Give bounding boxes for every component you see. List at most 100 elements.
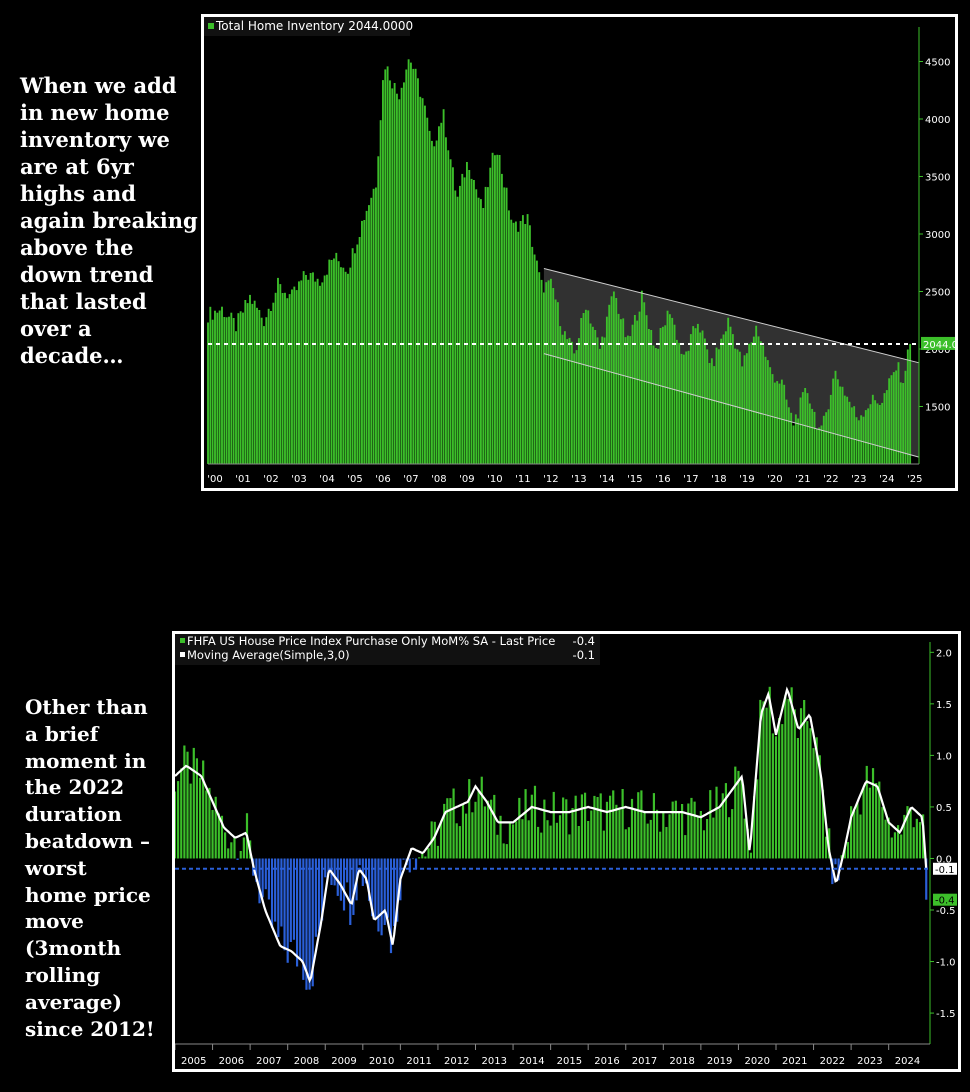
hpi-bar (662, 811, 665, 859)
hpi-bar (217, 813, 220, 859)
x-tick-label: 2007 (256, 1056, 281, 1067)
inventory-bar (706, 349, 709, 464)
x-tick-label: 2009 (331, 1056, 356, 1067)
hpi-bar (267, 858, 270, 900)
hpi-bar (393, 858, 396, 926)
hpi-bar (521, 819, 524, 859)
inventory-bar (797, 418, 800, 464)
y-tick-label: 3000 (925, 230, 950, 241)
hpi-bar (205, 790, 208, 859)
inventory-bar (377, 156, 380, 465)
inventory-bar (307, 279, 310, 464)
inventory-bar (260, 317, 263, 464)
hpi-bar (468, 779, 471, 859)
inventory-bar (675, 339, 678, 464)
hpi-bar (175, 791, 177, 859)
inventory-bar (321, 282, 324, 464)
x-tick-label: '14 (599, 474, 614, 485)
y-tick-label: 2500 (925, 288, 950, 299)
hpi-bar (731, 809, 734, 859)
inventory-bar (657, 348, 660, 464)
hpi-bar (342, 858, 346, 911)
hpi-bar (458, 826, 461, 859)
hpi-bar (377, 858, 380, 932)
inventory-bar (741, 366, 744, 464)
inventory-bar (717, 349, 720, 464)
hpi-bar (846, 842, 850, 859)
x-tick-label: 2020 (744, 1056, 769, 1067)
hpi-bar (258, 858, 261, 904)
hpi-bar (537, 826, 540, 859)
inventory-bar (848, 401, 851, 464)
hpi-bar (743, 818, 746, 859)
x-tick-label: '07 (403, 474, 418, 485)
legend-box (204, 17, 410, 36)
inventory-bar (720, 338, 723, 464)
hpi-bar (483, 806, 486, 859)
inventory-bar (319, 285, 321, 464)
hpi-bar (862, 787, 865, 859)
hpi-bar (900, 834, 903, 859)
hpi-bar (756, 779, 759, 859)
inventory-bar (673, 324, 676, 464)
inventory-bar (778, 383, 781, 464)
hpi-bar (824, 836, 828, 859)
inventory-bar (594, 330, 597, 464)
hpi-bar (918, 822, 922, 859)
inventory-bar (412, 68, 415, 465)
hpi-bar (198, 777, 202, 859)
hpi-bar (490, 799, 493, 859)
inventory-bar (818, 427, 821, 464)
inventory-bar (626, 335, 629, 464)
inventory-bar (678, 342, 681, 464)
hpi-bar (812, 748, 815, 859)
inventory-bar (687, 350, 690, 464)
legend-value-ma: -0.1 (573, 648, 595, 662)
inventory-bar (654, 348, 657, 464)
hpi-bar (878, 781, 881, 859)
inventory-bar (405, 69, 408, 464)
inventory-bar (218, 310, 221, 464)
hpi-bar (593, 795, 596, 859)
hpi-bar (555, 822, 558, 859)
y-tick-label: -1.0 (936, 958, 956, 969)
inventory-bar (731, 334, 734, 464)
inventory-bar (762, 345, 765, 464)
hpi-bar (890, 837, 893, 859)
hpi-bar (821, 789, 825, 859)
inventory-bar (270, 311, 272, 464)
hpi-bar (727, 817, 731, 859)
inventory-bar (309, 273, 312, 464)
hpi-bar (624, 829, 627, 859)
hpi-bar (192, 747, 195, 859)
hpi-bar (446, 798, 449, 859)
inventory-bar (207, 322, 209, 464)
hpi-bar (634, 808, 637, 859)
inventory-bar (472, 180, 475, 464)
inventory-bar (622, 318, 625, 464)
inventory-bar (519, 221, 522, 464)
hpi-bar (349, 858, 352, 925)
inventory-bar (575, 350, 578, 464)
x-tick-label: '18 (711, 474, 726, 485)
hpi-bar (568, 834, 571, 859)
x-tick-label: 2008 (294, 1056, 319, 1067)
inventory-bar (507, 210, 510, 464)
y-tick-label: 2000 (925, 345, 950, 356)
inventory-bar (573, 353, 576, 464)
hpi-bar (543, 799, 546, 859)
inventory-chart: 1500 2000 2500 3000 3500 4000 4500 2044.0 '00 '01… (204, 17, 955, 485)
hpi-bar (771, 733, 774, 859)
hpi-bar (414, 858, 418, 869)
hpi-bar (778, 718, 781, 859)
hpi-bar (471, 812, 474, 859)
inventory-bar (482, 208, 485, 464)
inventory-bar (223, 317, 226, 464)
hpi-bar (255, 858, 258, 882)
inventory-bar (351, 248, 354, 464)
hpi-bar (599, 793, 602, 859)
inventory-bar (888, 378, 891, 464)
hpi-bar (508, 822, 512, 859)
hpi-bar (239, 851, 242, 859)
hpi-bar (465, 813, 468, 859)
